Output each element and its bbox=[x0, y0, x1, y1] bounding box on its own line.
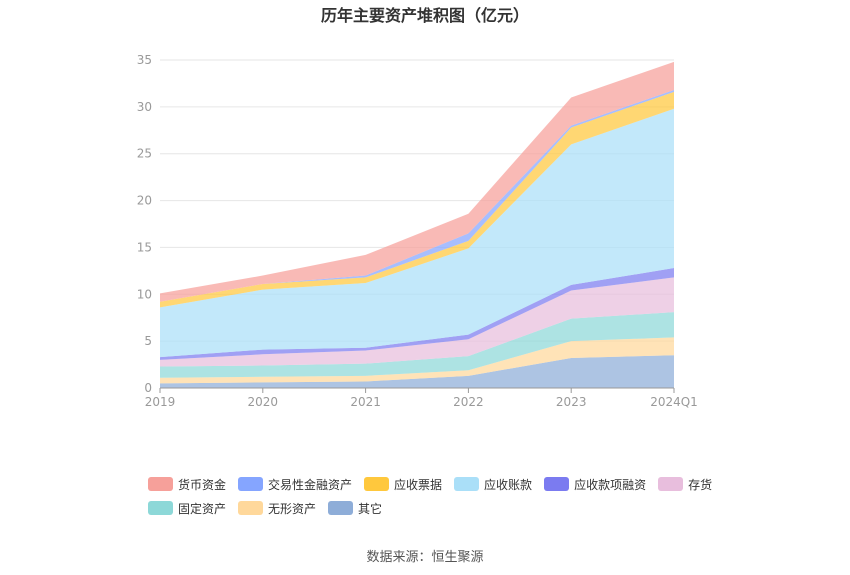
legend: 货币资金 交易性金融资产 应收票据 应收账款 应收款项融资 存货 固定资产 无形资产 其它 bbox=[148, 472, 748, 520]
y-tick-label: 35 bbox=[137, 53, 152, 67]
legend-label: 应收款项融资 bbox=[574, 477, 647, 492]
legend-label: 应收票据 bbox=[394, 477, 443, 492]
area-固定资产 bbox=[160, 312, 674, 378]
y-tick-label: 5 bbox=[144, 334, 152, 348]
area-其它 bbox=[160, 355, 674, 388]
chart-title: 历年主要资产堆积图（亿元） bbox=[320, 6, 529, 25]
area-应收款项融资 bbox=[160, 268, 674, 360]
legend-swatch bbox=[454, 477, 480, 491]
y-tick-label: 10 bbox=[137, 287, 152, 301]
legend-item[interactable]: 应收款项融资 bbox=[544, 476, 646, 493]
legend-item[interactable]: 货币资金 bbox=[148, 476, 226, 493]
legend-item[interactable]: 无形资产 bbox=[238, 500, 316, 517]
y-tick-label: 20 bbox=[137, 194, 152, 208]
legend-swatch bbox=[238, 501, 264, 515]
legend-item[interactable]: 其它 bbox=[328, 500, 382, 517]
y-tick-label: 15 bbox=[137, 240, 152, 254]
legend-swatch bbox=[364, 477, 390, 491]
y-tick-label: 30 bbox=[137, 100, 152, 114]
legend-label: 货币资金 bbox=[178, 477, 227, 492]
legend-swatch bbox=[328, 501, 354, 515]
legend-item[interactable]: 固定资产 bbox=[148, 500, 226, 517]
data-source: 数据来源：恒生聚源 bbox=[366, 550, 484, 565]
x-tick-label: 2020 bbox=[248, 395, 279, 409]
legend-label: 固定资产 bbox=[178, 501, 227, 516]
legend-item[interactable]: 应收票据 bbox=[364, 476, 442, 493]
legend-item[interactable]: 存货 bbox=[658, 476, 712, 493]
legend-row: 固定资产 无形资产 其它 bbox=[148, 496, 748, 520]
area-应收票据 bbox=[160, 91, 674, 308]
area-应收账款 bbox=[160, 108, 674, 358]
x-tick-label: 2024Q1 bbox=[650, 395, 698, 409]
x-tick-label: 2021 bbox=[350, 395, 381, 409]
x-tick-label: 2022 bbox=[453, 395, 484, 409]
legend-swatch bbox=[658, 477, 684, 491]
legend-label: 无形资产 bbox=[268, 501, 317, 516]
y-tick-label: 0 bbox=[144, 381, 152, 395]
x-tick-label: 2019 bbox=[145, 395, 176, 409]
area-无形资产 bbox=[160, 337, 674, 384]
legend-label: 应收账款 bbox=[484, 477, 533, 492]
legend-item[interactable]: 交易性金融资产 bbox=[238, 476, 352, 493]
axes: 0 5 10 15 20 25 30 35 2019 2020 2021 2022 2023 2024Q1 bbox=[137, 53, 698, 409]
legend-swatch bbox=[544, 477, 570, 491]
legend-row: 货币资金 交易性金融资产 应收票据 应收账款 应收款项融资 存货 bbox=[148, 472, 748, 496]
y-tick-label: 25 bbox=[137, 147, 152, 161]
legend-swatch bbox=[148, 477, 173, 491]
legend-item[interactable]: 应收账款 bbox=[454, 476, 532, 493]
series-areas bbox=[160, 61, 674, 388]
area-存货 bbox=[160, 277, 674, 367]
legend-label: 其它 bbox=[358, 501, 383, 516]
legend-swatch bbox=[238, 477, 264, 491]
legend-swatch bbox=[148, 501, 173, 515]
x-tick-label: 2023 bbox=[556, 395, 587, 409]
area-chart: 0 5 10 15 20 25 30 35 2019 2020 2021 2022 2023 2024Q1 bbox=[137, 53, 698, 409]
legend-label: 存货 bbox=[688, 477, 713, 492]
area-货币资金 bbox=[160, 61, 674, 302]
legend-label: 交易性金融资产 bbox=[268, 477, 353, 492]
